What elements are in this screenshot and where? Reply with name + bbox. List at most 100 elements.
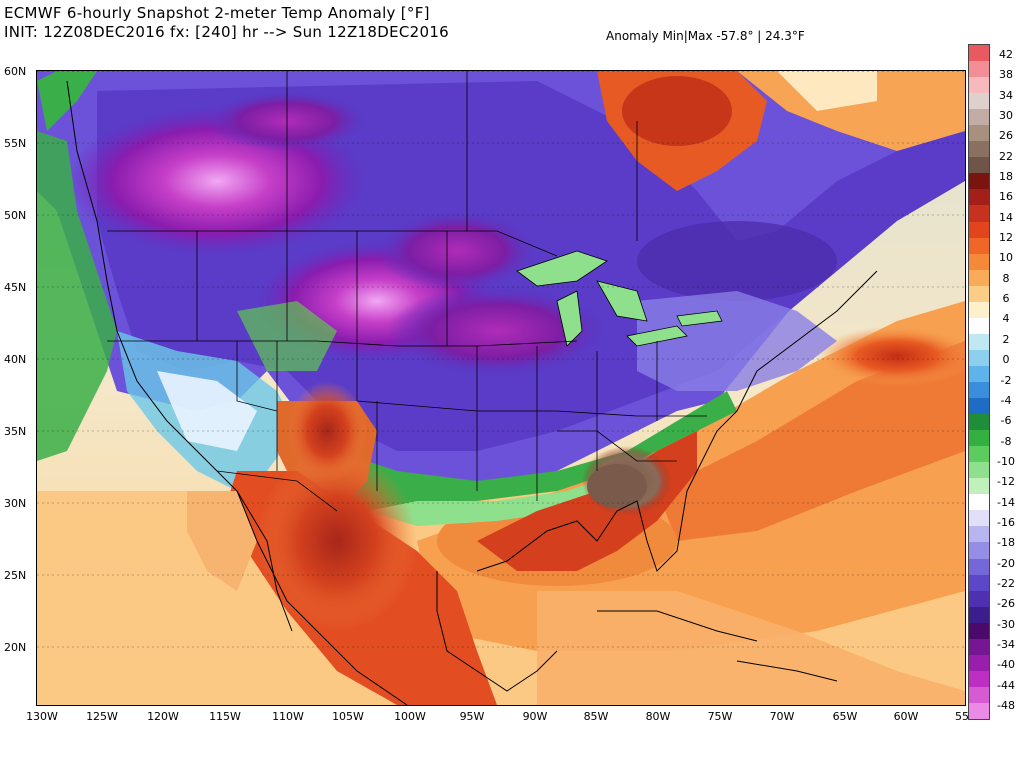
colorbar-swatch <box>969 333 989 351</box>
colorbar-swatch <box>969 558 989 576</box>
colorbar-label: 0 <box>1002 353 1010 367</box>
map-subtitle: INIT: 12Z08DEC2016 fx: [240] hr --> Sun … <box>4 23 450 41</box>
transition-band <box>297 391 737 511</box>
great-lakes <box>516 250 723 347</box>
lon-label: 125W <box>86 710 118 723</box>
colorbar-swatch <box>969 542 989 560</box>
colorbar-label: 26 <box>999 129 1013 143</box>
lat-label: 45N <box>4 281 27 294</box>
colorbar-label: -18 <box>997 536 1015 550</box>
colorbar-swatch <box>969 157 989 174</box>
map-title: ECMWF 6-hourly Snapshot 2-meter Temp Ano… <box>4 4 430 22</box>
lon-label: 105W <box>332 710 364 723</box>
political-borders <box>107 71 707 512</box>
colorbar-swatch <box>969 189 989 206</box>
colorbar-label: 2 <box>1002 332 1010 346</box>
colorbar-swatch <box>969 317 989 335</box>
lon-label: 85W <box>583 710 609 723</box>
colorbar-label: -20 <box>997 556 1015 570</box>
colorbar-label: 16 <box>999 190 1013 204</box>
lon-label: 65W <box>832 710 858 723</box>
colorbar-label: -30 <box>997 617 1015 631</box>
colorbar-label: -4 <box>1000 393 1012 407</box>
colorbar-swatch <box>969 141 989 158</box>
colorbar-swatch <box>969 125 989 142</box>
lat-label: 60N <box>4 65 27 78</box>
colorbar-label: 8 <box>1002 271 1010 285</box>
colorbar-swatch <box>969 382 989 399</box>
colorbar-label: -26 <box>997 597 1015 611</box>
colorbar-label: -10 <box>997 454 1015 468</box>
lon-label: 100W <box>394 710 426 723</box>
lat-label: 50N <box>4 209 27 222</box>
colorbar-swatch <box>969 253 989 271</box>
colorbar-label: 6 <box>1002 292 1010 306</box>
colorbar-swatch <box>969 285 989 303</box>
colorbar-label: 18 <box>999 170 1013 184</box>
colorbar-swatch <box>969 622 989 640</box>
colorbar-swatch <box>969 462 989 479</box>
coastlines <box>66 80 878 705</box>
colorbar-label: 34 <box>999 88 1013 102</box>
colorbar-label: 12 <box>999 231 1013 245</box>
colorbar-label: -44 <box>997 678 1015 692</box>
anomaly-minmax: Anomaly Min|Max -57.8° | 24.3°F <box>606 29 805 43</box>
colorbar-swatch <box>969 173 989 190</box>
colorbar-swatch <box>969 45 989 62</box>
colorbar-swatch <box>969 430 989 447</box>
lon-label: 90W <box>522 710 548 723</box>
lat-label: 55N <box>4 137 27 150</box>
colorbar-label: -2 <box>1000 373 1012 387</box>
colorbar-swatch <box>969 93 989 110</box>
colorbar-swatch <box>969 686 989 704</box>
colorbar-label: -48 <box>997 699 1015 712</box>
colorbar-swatch <box>969 77 989 94</box>
colorbar-label: 14 <box>999 210 1013 224</box>
colorbar-swatch <box>969 590 989 608</box>
lon-label: 75W <box>707 710 733 723</box>
colorbar-swatch <box>969 414 989 431</box>
colorbar-swatch <box>969 446 989 463</box>
colorbar-label: -12 <box>997 475 1015 489</box>
colorbar <box>968 44 990 720</box>
colorbar-label: 22 <box>999 149 1013 163</box>
lat-label: 20N <box>4 641 27 654</box>
colorbar-swatch <box>969 478 989 495</box>
lon-label: 60W <box>893 710 919 723</box>
colorbar-swatch <box>969 269 989 287</box>
colorbar-swatch <box>969 526 989 543</box>
colorbar-swatch <box>969 494 989 511</box>
lon-label: 55 <box>955 710 969 723</box>
colorbar-label: -16 <box>997 515 1015 529</box>
colorbar-label: -22 <box>997 576 1015 590</box>
colorbar-label: 42 <box>999 48 1013 61</box>
colorbar-label: -8 <box>1000 434 1012 448</box>
lat-label: 25N <box>4 569 27 582</box>
colorbar-label: 4 <box>1002 312 1010 326</box>
colorbar-swatch <box>969 638 989 656</box>
colorbar-swatch <box>969 654 989 672</box>
lat-label: 35N <box>4 425 27 438</box>
lon-label: 120W <box>147 710 179 723</box>
colorbar-label: 10 <box>999 251 1013 265</box>
colorbar-label: -34 <box>997 637 1015 651</box>
lon-label: 70W <box>769 710 795 723</box>
colorbar-swatch <box>969 606 989 624</box>
map-canvas <box>37 71 965 705</box>
colorbar-label: -6 <box>1000 414 1012 428</box>
colorbar-label: 30 <box>999 109 1013 123</box>
colorbar-swatch <box>969 510 989 527</box>
colorbar-swatch <box>969 221 989 239</box>
lon-label: 130W <box>26 710 58 723</box>
colorbar-swatch <box>969 61 989 78</box>
colorbar-swatch <box>969 237 989 255</box>
lon-label: 95W <box>459 710 485 723</box>
colorbar-swatch <box>969 574 989 592</box>
colorbar-swatch <box>969 398 989 415</box>
colorbar-swatch <box>969 349 989 367</box>
colorbar-swatch <box>969 205 989 223</box>
colorbar-swatch <box>969 670 989 688</box>
colorbar-label: -14 <box>997 495 1015 509</box>
lon-label: 80W <box>645 710 671 723</box>
anomaly-map <box>36 70 966 706</box>
